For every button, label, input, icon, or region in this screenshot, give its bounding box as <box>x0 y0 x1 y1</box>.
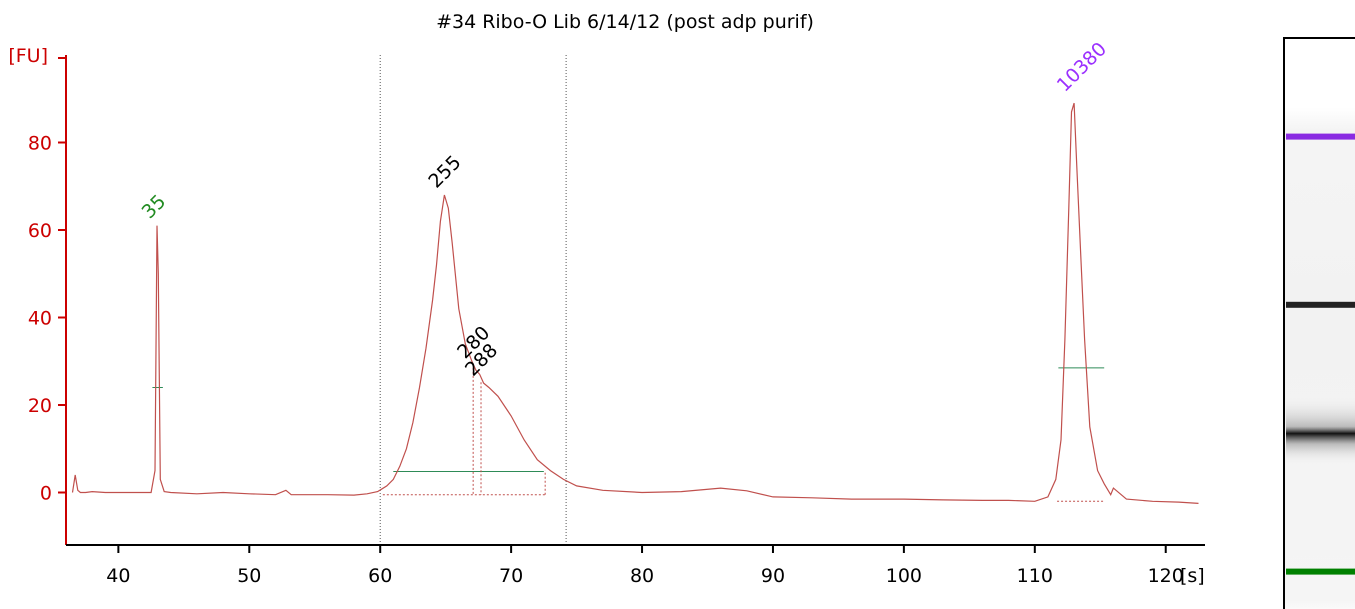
x-tick-label: 120 <box>1148 565 1184 587</box>
y-tick-label: 60 <box>28 220 52 242</box>
x-tick-label: 60 <box>368 565 392 587</box>
region-lines <box>379 55 567 545</box>
gel-frame <box>1283 37 1355 609</box>
y-tick-label: 0 <box>40 483 52 505</box>
peak-lines <box>472 367 482 495</box>
gel-band <box>1286 301 1355 308</box>
baseline-markers <box>152 367 1105 502</box>
x-tick-label: 80 <box>630 565 654 587</box>
x-tick-label: 40 <box>106 565 130 587</box>
gel-smear <box>1286 395 1355 465</box>
chart-title: #34 Ribo-O Lib 6/14/12 (post adp purif) <box>436 11 814 33</box>
x-tick-label: 100 <box>886 565 922 587</box>
x-tick-label: 70 <box>499 565 523 587</box>
peak-label: 255 <box>424 151 465 192</box>
x-ticks: 40 50 60 70 80 90 100 110 120 <box>106 545 1184 587</box>
x-tick-label: 110 <box>1017 565 1053 587</box>
peak-label: 10380 <box>1053 38 1111 96</box>
y-tick-label: 80 <box>28 133 52 155</box>
gel-band <box>1286 133 1355 140</box>
y-tick-label: 20 <box>28 395 52 417</box>
peak-label: 35 <box>138 191 171 224</box>
y-ticks: 0 20 40 60 80 <box>28 57 66 505</box>
y-tick-label: 40 <box>28 308 52 330</box>
x-tick-label: 90 <box>761 565 785 587</box>
gel-image <box>1283 37 1355 609</box>
y-axis-label: [FU] <box>8 45 48 67</box>
x-tick-label: 50 <box>237 565 261 587</box>
gel-band <box>1286 568 1355 575</box>
x-axis-label: [s] <box>1180 565 1205 587</box>
electropherogram-trace <box>71 102 1199 504</box>
